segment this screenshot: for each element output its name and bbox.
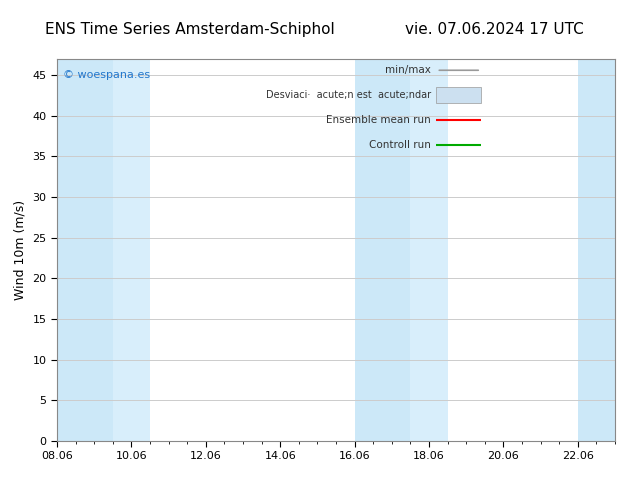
Text: © woespana.es: © woespana.es <box>63 70 150 80</box>
Bar <box>57 59 113 441</box>
Bar <box>113 59 150 441</box>
Text: Controll run: Controll run <box>369 140 431 150</box>
Text: vie. 07.06.2024 17 UTC: vie. 07.06.2024 17 UTC <box>405 22 584 37</box>
Bar <box>410 59 448 441</box>
Bar <box>578 59 615 441</box>
Y-axis label: Wind 10m (m/s): Wind 10m (m/s) <box>14 200 27 300</box>
Bar <box>354 59 410 441</box>
Bar <box>436 87 481 103</box>
Text: Ensemble mean run: Ensemble mean run <box>326 115 431 125</box>
Text: Desviaci·  acute;n est  acute;ndar: Desviaci· acute;n est acute;ndar <box>266 90 431 100</box>
Text: ENS Time Series Amsterdam-Schiphol: ENS Time Series Amsterdam-Schiphol <box>45 22 335 37</box>
Text: min/max: min/max <box>385 65 431 75</box>
